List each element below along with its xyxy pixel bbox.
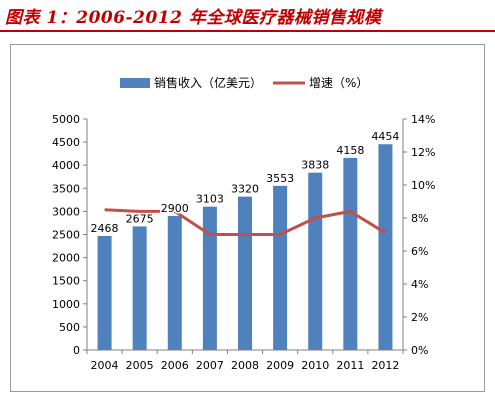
x-tick-label: 2008 [231,359,259,372]
figure-title: 图表 1：2006-2012 年全球医疗器械销售规模 [5,8,382,28]
x-tick-label: 2005 [126,359,154,372]
bar-data-label: 2468 [91,222,119,235]
y-tick-label: 5000 [52,113,80,126]
axes [86,119,404,351]
bar [273,185,288,350]
bar [308,172,323,350]
y2-tick-label: 14% [411,113,435,126]
y-tick-label: 2000 [52,252,80,265]
chart-frame: 销售收入（亿美元） 增速（%） 0 500 1000 1500 2000 2500 3000… [10,44,485,392]
bar-data-label: 3838 [301,159,329,172]
legend-line-label: 增速（%） [309,76,368,90]
bar [343,157,358,350]
bar-data-label: 3320 [231,183,259,196]
bar-data-label: 4158 [336,144,364,157]
y2-tick-label: 6% [411,245,428,258]
legend-bar-swatch [120,78,150,88]
y-tick-label: 1000 [52,298,80,311]
x-axis: 2004 2005 2006 2007 2008 2009 2010 2011 2012 [86,350,404,372]
bar-data-label: 4454 [371,130,399,143]
bar [202,206,217,350]
y-tick-label: 4500 [52,136,80,149]
y2-tick-label: 2% [411,311,428,324]
y-tick-label: 0 [73,344,80,357]
bar-data-label: 3553 [266,172,294,185]
title-rule [0,30,495,32]
y2-tick-label: 0% [411,344,428,357]
chart-svg: 销售收入（亿美元） 增速（%） 0 500 1000 1500 2000 2500 3000… [52,75,435,372]
line-series [104,208,387,236]
x-tick-label: 2010 [301,359,329,372]
y-tick-label: 1500 [52,275,80,288]
y-tick-label: 2500 [52,229,80,242]
y2-axis: 0% 2% 4% 6% 8% 10% 12% 14% [403,113,435,357]
data-labels: 2468 2675 2900 3103 3320 3553 3838 4158 4454 [89,129,401,237]
y-tick-label: 3500 [52,182,80,195]
y-tick-label: 3000 [52,205,80,218]
growth-line [104,208,387,236]
x-tick-label: 2006 [161,359,189,372]
bar-data-label: 2900 [161,202,189,215]
y2-tick-label: 10% [411,179,435,192]
x-tick-label: 2009 [266,359,294,372]
x-tick-label: 2007 [196,359,224,372]
bar [167,216,182,350]
bar-data-label: 3103 [196,193,224,206]
y-tick-label: 4000 [52,159,80,172]
legend: 销售收入（亿美元） 增速（%） [120,75,368,90]
y-axis: 0 500 1000 1500 2000 2500 3000 3500 4000 4500 5000 [52,113,87,357]
y-tick-label: 500 [59,321,80,334]
bar [132,226,147,350]
bar [378,144,393,350]
bar-series [97,144,393,350]
bar-data-label: 2675 [126,212,154,225]
y2-tick-label: 4% [411,278,428,291]
legend-bar-label: 销售收入（亿美元） [154,75,262,90]
x-tick-label: 2011 [336,359,364,372]
bar [97,235,112,350]
x-tick-label: 2004 [91,359,119,372]
bar [238,196,252,350]
y2-tick-label: 12% [411,146,435,159]
y2-tick-label: 8% [411,212,428,225]
x-tick-label: 2012 [371,359,399,372]
